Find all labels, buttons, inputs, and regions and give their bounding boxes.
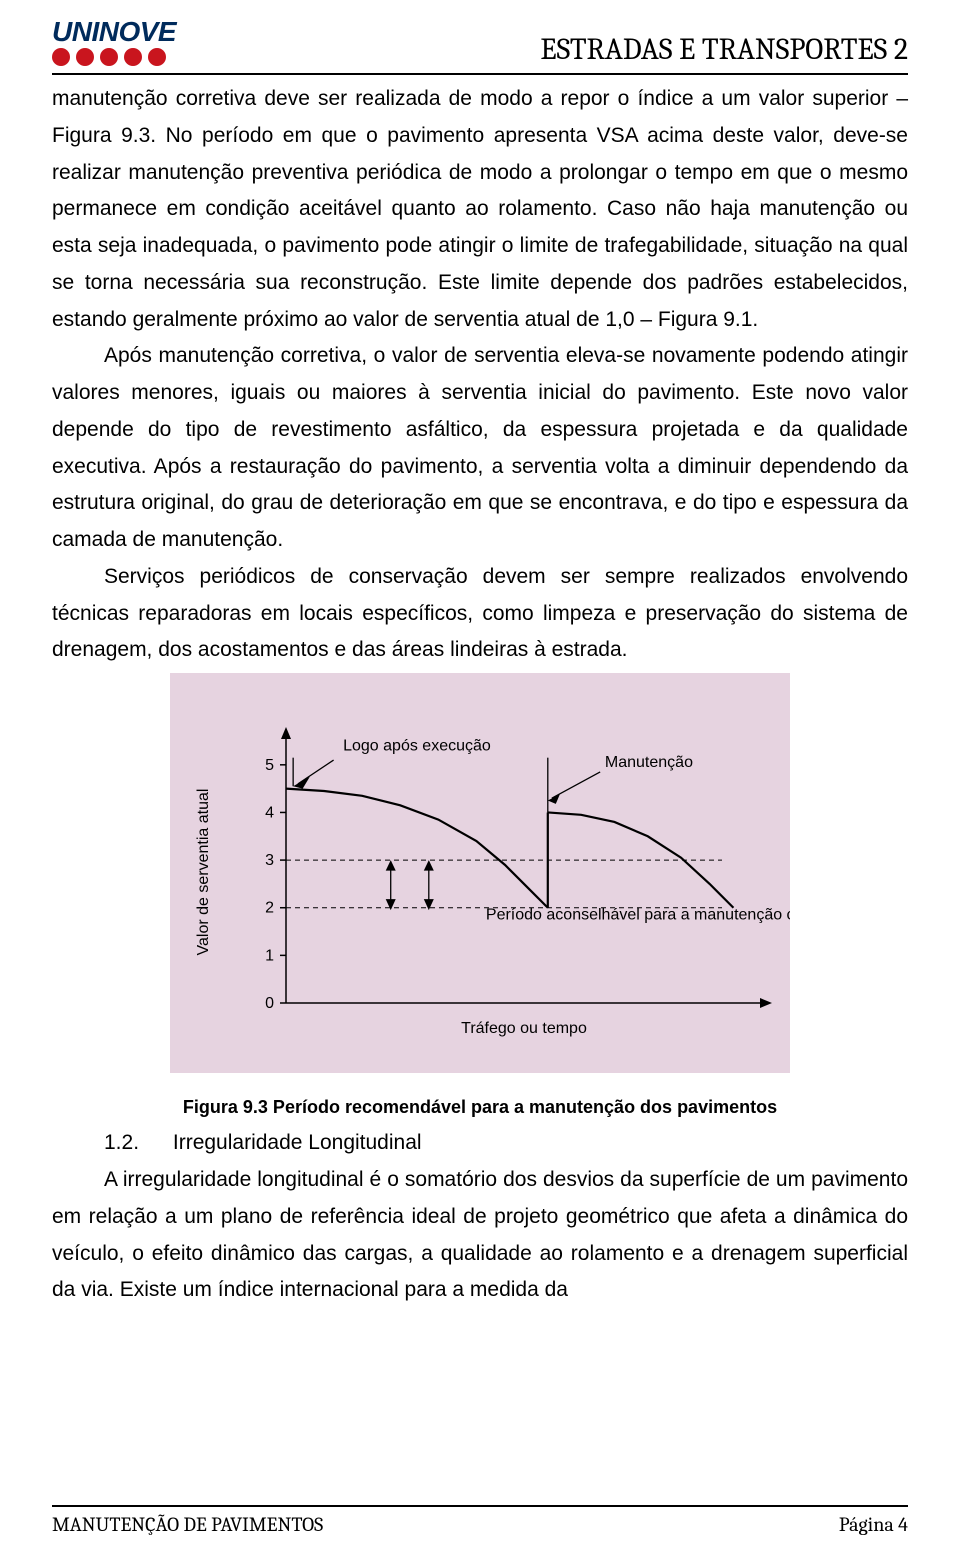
paragraph-1: manutenção corretiva deve ser realizada … bbox=[52, 81, 908, 338]
footer-left: MANUTENÇÃO DE PAVIMENTOS bbox=[52, 1513, 323, 1536]
svg-text:Logo após execução: Logo após execução bbox=[343, 738, 491, 755]
section-number: 1.2. bbox=[104, 1125, 139, 1162]
paragraph-3: Serviços periódicos de conservação devem… bbox=[52, 559, 908, 669]
svg-text:Manutenção: Manutenção bbox=[605, 754, 693, 771]
figure-caption: Figura 9.3 Período recomendável para a m… bbox=[52, 1092, 908, 1124]
svg-text:Tráfego ou tempo: Tráfego ou tempo bbox=[461, 1020, 587, 1037]
logo-dots-icon bbox=[52, 48, 176, 71]
logo-text: UNINOVE bbox=[52, 18, 176, 46]
svg-text:2: 2 bbox=[265, 900, 274, 917]
footer-rule bbox=[52, 1505, 908, 1507]
section-title: Irregularidade Longitudinal bbox=[173, 1131, 422, 1154]
section-heading: 1.2. Irregularidade Longitudinal bbox=[52, 1125, 908, 1162]
logo: UNINOVE bbox=[52, 18, 176, 71]
svg-text:Período aconselhável para a ma: Período aconselhável para a manutenção c… bbox=[486, 907, 790, 924]
page-header: UNINOVE ESTRADAS E TRANSPORTES 2 bbox=[52, 18, 908, 71]
paragraph-2: Após manutenção corretiva, o valor de se… bbox=[52, 338, 908, 559]
course-title: ESTRADAS E TRANSPORTES 2 bbox=[540, 32, 908, 67]
header-rule bbox=[52, 73, 908, 75]
chart-svg: 0 1 2 3 4 5 Logo após execução Manutenção Períod… bbox=[170, 673, 790, 1073]
svg-text:5: 5 bbox=[265, 757, 274, 774]
figure-9-3: 0 1 2 3 4 5 Logo após execução Manutenção Períod… bbox=[52, 673, 908, 1123]
svg-text:0: 0 bbox=[265, 995, 274, 1012]
body-text: manutenção corretiva deve ser realizada … bbox=[52, 81, 908, 1309]
svg-text:4: 4 bbox=[265, 804, 274, 821]
footer-right: Página 4 bbox=[839, 1513, 908, 1536]
svg-text:1: 1 bbox=[265, 947, 274, 964]
paragraph-4: A irregularidade longitudinal é o somató… bbox=[52, 1162, 908, 1309]
svg-text:Valor de serventia atual: Valor de serventia atual bbox=[195, 789, 212, 956]
page-footer: MANUTENÇÃO DE PAVIMENTOS Página 4 bbox=[52, 1505, 908, 1536]
svg-text:3: 3 bbox=[265, 852, 274, 869]
